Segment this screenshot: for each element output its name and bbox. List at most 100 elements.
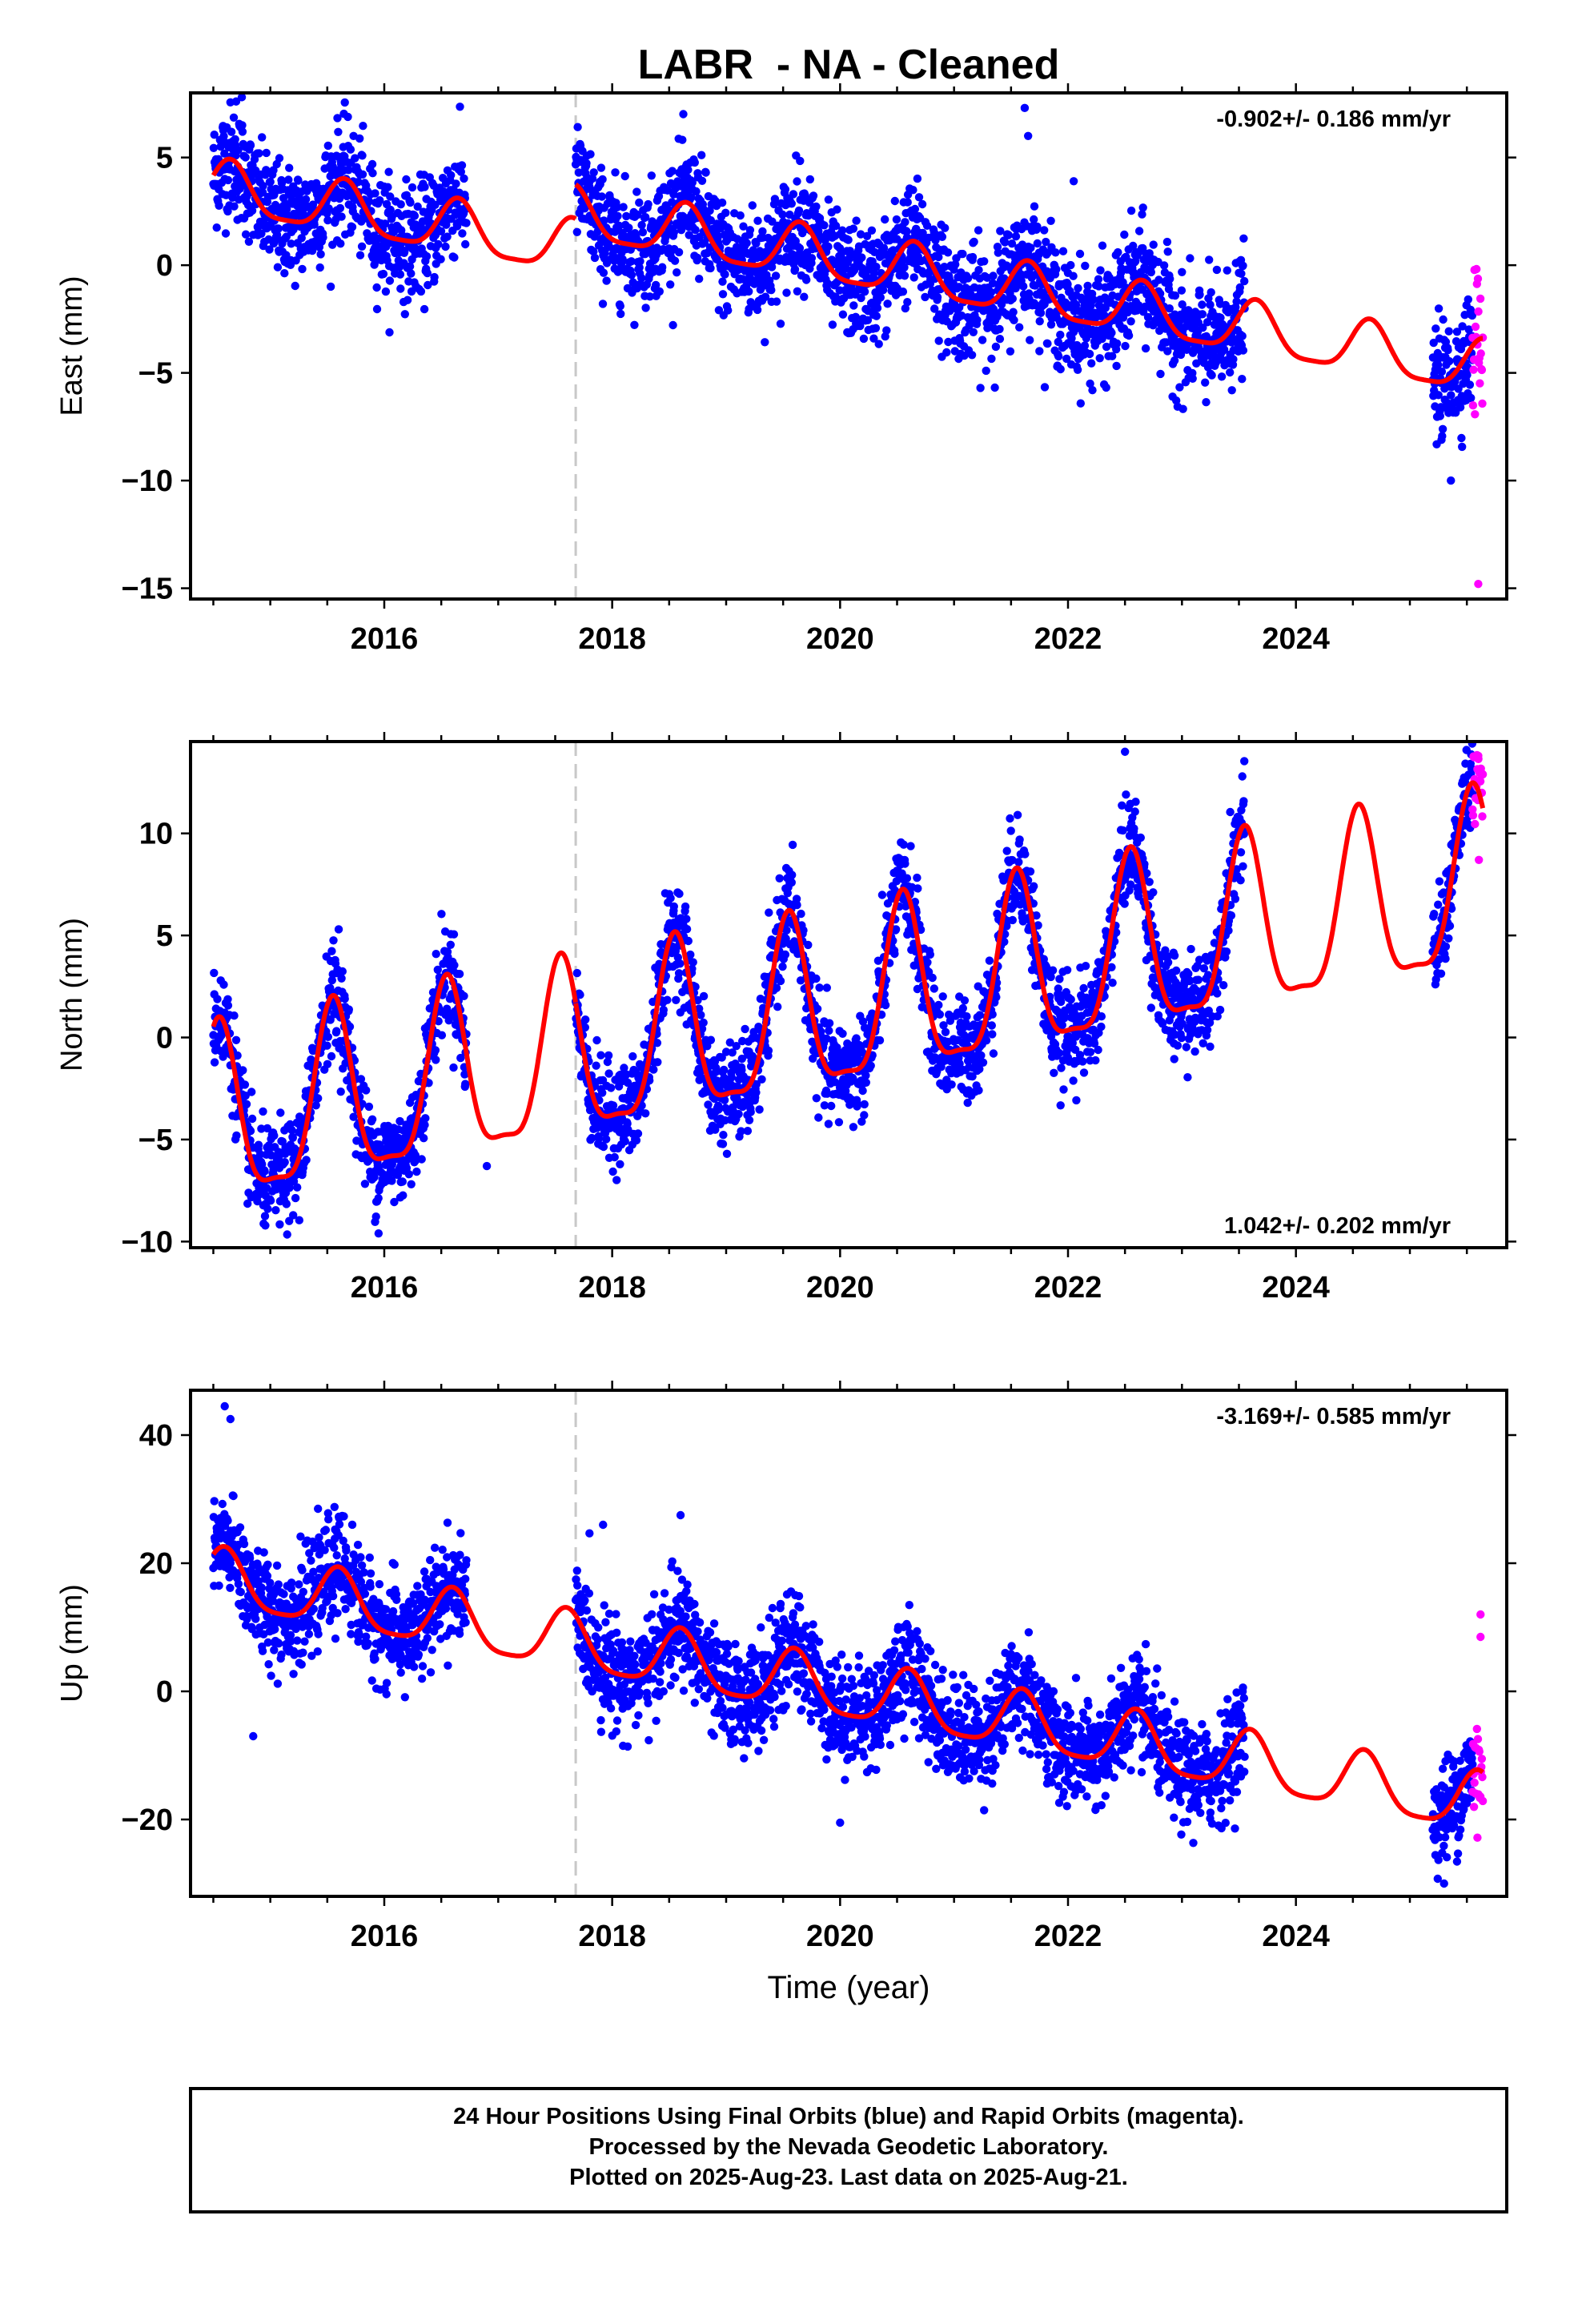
- final-orbit-point: [671, 947, 681, 955]
- final-orbit-point: [396, 284, 405, 293]
- final-orbit-point: [367, 1115, 377, 1124]
- final-orbit-point: [1235, 283, 1245, 292]
- final-orbit-point: [228, 193, 237, 202]
- final-orbit-point: [934, 252, 943, 262]
- final-orbit-point: [706, 1035, 716, 1044]
- final-orbit-point: [291, 281, 299, 291]
- final-orbit-point: [340, 995, 349, 1003]
- final-orbit-point: [285, 1184, 294, 1192]
- final-orbit-point: [717, 198, 727, 207]
- final-orbit-point: [752, 1088, 761, 1097]
- final-orbit-point: [942, 348, 951, 357]
- final-orbit-point: [1216, 313, 1225, 322]
- page-title: LABR - NA - Cleaned: [638, 42, 1060, 88]
- final-orbit-point: [1162, 338, 1170, 347]
- final-orbit-point: [1195, 290, 1204, 300]
- final-orbit-point: [861, 1078, 871, 1088]
- final-orbit-point: [745, 1116, 754, 1125]
- final-orbit-point: [323, 1041, 331, 1050]
- final-orbit-point: [879, 243, 889, 252]
- final-orbit-point: [669, 228, 678, 237]
- final-orbit-point: [711, 1125, 720, 1134]
- final-orbit-point: [909, 273, 918, 282]
- final-orbit-point: [917, 199, 927, 209]
- final-orbit-point: [988, 1030, 997, 1039]
- final-orbit-point: [804, 940, 813, 950]
- final-orbit-point: [973, 316, 982, 324]
- final-orbit-point: [386, 192, 395, 201]
- final-orbit-point: [758, 227, 767, 236]
- final-orbit-point: [901, 859, 909, 868]
- final-orbit-point: [814, 1113, 823, 1122]
- final-orbit-point: [1437, 367, 1447, 376]
- final-orbit-point: [673, 268, 681, 277]
- final-orbit-point: [421, 1114, 430, 1123]
- final-orbit-point: [873, 304, 882, 312]
- final-orbit-point: [1040, 226, 1049, 235]
- final-orbit-point: [872, 312, 881, 320]
- final-orbit-point: [269, 166, 278, 175]
- final-orbit-point: [1188, 374, 1197, 383]
- final-orbit-point: [380, 219, 390, 228]
- final-orbit-point: [653, 1058, 662, 1067]
- final-orbit-point: [699, 991, 709, 1001]
- final-orbit-point: [358, 170, 367, 179]
- final-orbit-point: [856, 230, 865, 239]
- final-orbit-point: [820, 1101, 829, 1110]
- final-orbit-point: [1205, 255, 1214, 264]
- final-orbit-point: [297, 234, 306, 243]
- final-orbit-point: [283, 204, 291, 214]
- final-orbit-point: [1434, 391, 1443, 400]
- final-orbit-point: [598, 1088, 607, 1097]
- final-orbit-point: [655, 287, 664, 296]
- final-orbit-point: [432, 950, 440, 959]
- final-orbit-point: [449, 1063, 458, 1072]
- final-orbit-point: [210, 968, 219, 978]
- final-orbit-point: [355, 134, 364, 143]
- final-orbit-point: [765, 908, 773, 917]
- final-orbit-point: [368, 169, 377, 178]
- rapid-orbit-point: [1478, 399, 1487, 408]
- final-orbit-point: [844, 235, 853, 244]
- final-orbit-point: [1217, 372, 1227, 381]
- final-orbit-point: [1046, 320, 1056, 329]
- final-orbit-point: [989, 1049, 998, 1058]
- final-orbit-point: [359, 122, 367, 131]
- final-orbit-point: [340, 98, 349, 107]
- final-orbit-point: [632, 1136, 641, 1145]
- final-orbit-point: [589, 247, 598, 256]
- final-orbit-point: [1170, 291, 1180, 300]
- final-orbit-point: [1186, 254, 1195, 263]
- final-orbit-point: [637, 273, 646, 283]
- final-orbit-point: [771, 271, 781, 280]
- final-orbit-point: [344, 166, 353, 175]
- final-orbit-point: [1121, 341, 1130, 351]
- final-orbit-point: [1089, 296, 1098, 304]
- final-orbit-point: [721, 208, 730, 217]
- final-orbit-point: [970, 237, 978, 247]
- final-orbit-point: [939, 1021, 948, 1030]
- final-orbit-point: [1004, 231, 1014, 239]
- final-orbit-point: [1447, 476, 1456, 485]
- final-orbit-point: [930, 984, 939, 993]
- rapid-orbit-point: [1476, 379, 1484, 388]
- final-orbit-point: [223, 995, 232, 1004]
- final-orbit-point: [668, 167, 677, 175]
- final-orbit-point: [874, 340, 883, 348]
- final-orbit-point: [913, 873, 921, 883]
- final-orbit-point: [242, 1100, 251, 1109]
- final-orbit-point: [294, 176, 303, 185]
- final-orbit-point: [285, 1216, 294, 1225]
- final-orbit-point: [1102, 383, 1110, 392]
- final-orbit-point: [693, 253, 702, 263]
- final-orbit-point: [255, 149, 263, 158]
- final-orbit-point: [1083, 281, 1092, 291]
- final-orbit-point: [257, 1124, 266, 1133]
- final-orbit-point: [903, 298, 912, 307]
- final-orbit-point: [246, 1127, 255, 1136]
- final-orbit-point: [271, 1206, 280, 1215]
- final-orbit-point: [233, 1051, 242, 1060]
- final-orbit-point: [337, 212, 346, 221]
- final-orbit-point: [641, 1109, 650, 1118]
